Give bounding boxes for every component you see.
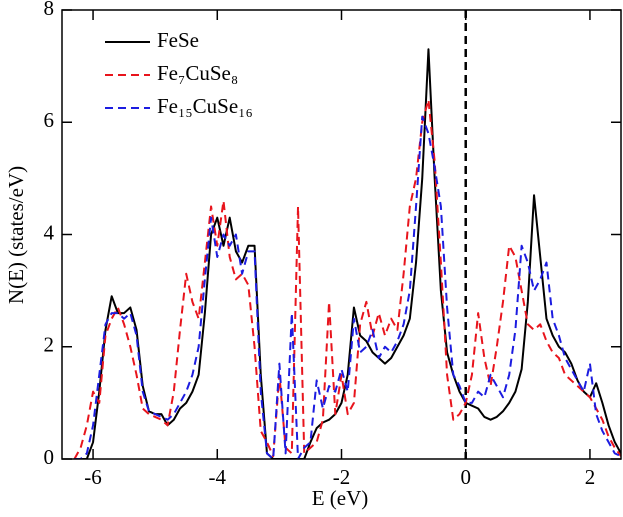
x-tick-label: 0 <box>460 465 471 489</box>
x-tick-label: 2 <box>585 465 596 489</box>
series-line <box>73 98 621 459</box>
x-tick-label: -4 <box>209 465 227 489</box>
y-axis-label: N(E) (states/eV) <box>4 166 28 304</box>
x-tick-label: -6 <box>84 465 102 489</box>
plot-frame <box>61 9 622 460</box>
y-tick-label: 2 <box>44 333 55 357</box>
y-tick-label: 4 <box>44 220 55 244</box>
series-line <box>74 48 621 459</box>
y-tick-label: 0 <box>44 445 55 469</box>
legend-label: Fe₁₅CuSe₁₆ <box>157 94 253 118</box>
legend-label: Fe₇CuSe₈ <box>157 61 238 85</box>
y-tick-label: 8 <box>44 0 55 20</box>
series-line <box>74 115 621 459</box>
x-axis-label: E (eV) <box>312 486 369 510</box>
x-tick-label: -2 <box>333 465 351 489</box>
y-tick-label: 6 <box>44 108 55 132</box>
legend-label: FeSe <box>157 28 199 52</box>
